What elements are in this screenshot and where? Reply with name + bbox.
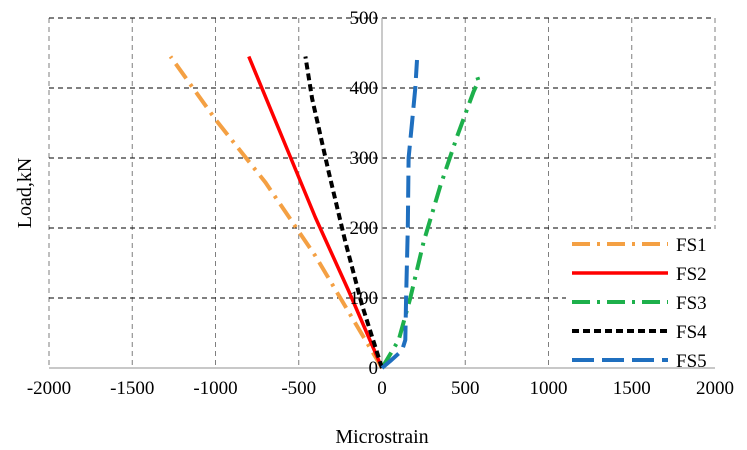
legend-background: [566, 229, 716, 367]
series-line-fs1: [168, 55, 384, 370]
x-tick-label: -1000: [193, 378, 237, 399]
y-tick-label: 500: [350, 8, 379, 29]
y-tick-label: 100: [350, 288, 379, 309]
x-tick-label: 2000: [696, 378, 734, 399]
legend: FS1 FS2 FS3 FS4 FS5: [566, 229, 716, 372]
series-layer: [168, 55, 481, 370]
y-tick-label: 300: [350, 148, 379, 169]
x-tick-label: -500: [281, 378, 316, 399]
x-tick-label: 1000: [530, 378, 568, 399]
y-tick-label: 200: [350, 218, 379, 239]
series-line-fs2: [247, 55, 384, 369]
x-tick-label: 0: [377, 378, 387, 399]
legend-label-fs2: FS2: [676, 264, 707, 285]
legend-label-fs3: FS3: [676, 293, 707, 314]
y-axis-label: Load,kN: [14, 158, 36, 229]
y-tick-label: 0: [369, 358, 379, 379]
legend-label-fs1: FS1: [676, 235, 707, 256]
tick-labels: -2000 -1500 -1000 -500 0 500 1000 1500 2000 0 100 2…: [27, 8, 734, 399]
x-tick-label: 500: [451, 378, 480, 399]
series-line-fs3: [380, 69, 481, 370]
legend-label-fs5: FS5: [676, 351, 707, 372]
legend-label-fs4: FS4: [676, 322, 707, 343]
series-line-fs5: [380, 59, 419, 370]
x-axis-label: Microstrain: [335, 426, 428, 448]
x-tick-label: 1500: [613, 378, 651, 399]
x-tick-label: -2000: [27, 378, 71, 399]
series-line-fs4: [303, 56, 384, 369]
x-tick-label: -1500: [110, 378, 154, 399]
y-tick-label: 400: [350, 78, 379, 99]
